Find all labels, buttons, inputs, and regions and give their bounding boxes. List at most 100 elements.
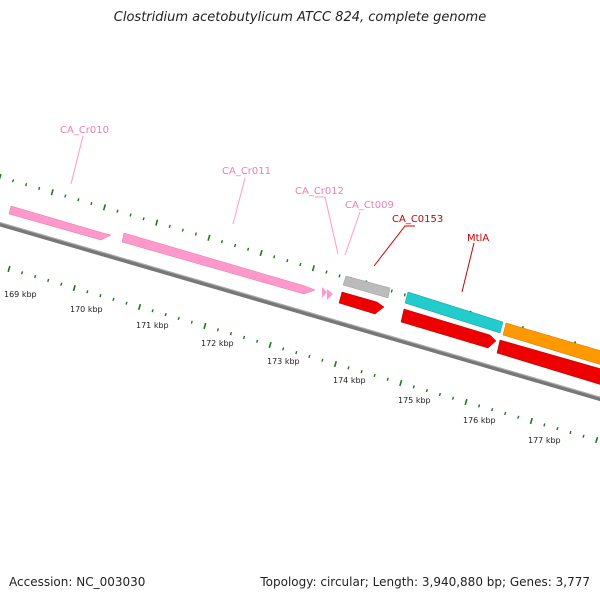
outer-tick-19 [247, 247, 250, 251]
label-ca-cr012[interactable]: CA_Cr012 [295, 186, 344, 197]
outer-tick-31 [403, 293, 406, 297]
outer-tick-20 [259, 249, 263, 257]
map-title: Clostridium acetobutylicum ATCC 824, com… [113, 10, 487, 25]
scale-tick-35 [464, 398, 468, 406]
outer-tick-26 [338, 274, 341, 278]
outer-tick-5 [64, 194, 67, 198]
outer-tick-0 [0, 173, 2, 181]
scale-tick-39 [517, 415, 520, 419]
feature-red-arrow-1[interactable] [338, 291, 385, 315]
tick-label-170: 170 kbp [70, 305, 103, 314]
feature-red-block-3[interactable] [496, 339, 600, 386]
leader-mtla [461, 242, 475, 293]
scale-tick-1 [20, 271, 24, 275]
scale-tick-42 [556, 426, 559, 431]
scale-tick-34 [451, 396, 455, 400]
outer-tick-12 [155, 219, 159, 226]
scale-tick-43 [569, 430, 572, 435]
scale-tick-32 [425, 388, 428, 393]
label-ca-ct009[interactable]: CA_Ct009 [345, 200, 394, 211]
feature-mtla-block[interactable] [404, 291, 504, 334]
scale-tick-12 [164, 313, 167, 317]
scale-tick-33 [438, 392, 441, 397]
feature-ca-ct009-block[interactable] [342, 275, 391, 299]
scale-labels: 169 kbp 170 kbp 171 kbp 172 kbp 173 kbp … [4, 290, 561, 445]
outer-tick-18 [233, 243, 237, 248]
scale-tick-3 [47, 278, 50, 282]
feature-red-arrow-2[interactable] [400, 308, 497, 349]
scale-tick-44 [582, 434, 585, 438]
tick-label-177: 177 kbp [528, 436, 561, 445]
backbone-line [0, 222, 600, 402]
scale-tick-10 [137, 303, 142, 311]
leader-ca-cr012 [315, 196, 339, 255]
outer-tick-15 [194, 232, 197, 236]
scale-tick-27 [360, 370, 363, 374]
scale-tick-4 [60, 282, 63, 286]
tick-label-174: 174 kbp [333, 376, 366, 385]
outer-tick-17 [220, 240, 224, 244]
scale-tick-6 [86, 290, 89, 294]
scale-tick-5 [72, 284, 76, 292]
tick-label-176: 176 kbp [463, 416, 496, 425]
outer-tick-24 [311, 265, 315, 272]
scale-tick-14 [190, 320, 193, 324]
outer-tick-25 [325, 270, 328, 274]
outer-tick-2 [25, 183, 28, 187]
label-ca-cr011[interactable]: CA_Cr011 [222, 166, 271, 177]
accession-text: Accession: NC_003030 [9, 575, 146, 589]
scale-tick-38 [504, 411, 507, 416]
scale-tick-15 [203, 322, 207, 330]
feature-ca-cr011-arrow[interactable] [121, 232, 316, 295]
outer-tick-30 [390, 289, 393, 293]
outer-tick-14 [181, 228, 184, 232]
tick-label-173: 173 kbp [267, 357, 300, 366]
tick-label-172: 172 kbp [201, 339, 234, 348]
leader-ca-ct009 [344, 211, 361, 256]
tick-label-169: 169 kbp [4, 290, 37, 299]
scale-tick-41 [543, 423, 546, 427]
scale-tick-2 [34, 275, 37, 279]
scale-tick-36 [478, 404, 481, 408]
outer-tick-10 [129, 213, 132, 217]
scale-tick-20 [268, 341, 272, 349]
scale-tick-19 [256, 339, 259, 343]
scale-tick-11 [151, 309, 154, 313]
scale-tick-13 [177, 316, 180, 321]
scale-tick-17 [229, 332, 233, 336]
outer-tick-7 [90, 202, 93, 206]
label-ca-cr010[interactable]: CA_Cr010 [60, 125, 109, 136]
outer-tick-21 [273, 255, 276, 259]
feature-ca-cr010-arrow[interactable] [8, 205, 112, 241]
feature-orange-block[interactable] [502, 322, 600, 366]
scale-tick-8 [112, 297, 115, 302]
scale-tick-18 [242, 335, 246, 340]
leader-ca-cr011 [232, 177, 246, 225]
scale-tick-7 [99, 294, 102, 298]
backbone-line-highlight [0, 221, 600, 398]
scale-tick-31 [412, 385, 415, 389]
scale-tick-26 [347, 366, 350, 370]
scale-tick-25 [333, 360, 338, 368]
scale-tick-9 [125, 301, 128, 305]
scale-tick-24 [321, 358, 324, 362]
tick-label-175: 175 kbp [398, 396, 431, 405]
scale-tick-29 [386, 377, 389, 381]
outer-tick-13 [168, 224, 171, 229]
tick-label-171: 171 kbp [136, 321, 169, 330]
label-ca-c0153[interactable]: CA_C0153 [392, 214, 443, 225]
outer-tick-3 [38, 186, 41, 190]
feature-ca-cr012-arrow-a[interactable] [322, 287, 327, 298]
label-mtla[interactable]: MtlA [467, 233, 489, 244]
outer-tick-4 [50, 189, 54, 196]
feature-ca-cr012-arrow-b[interactable] [327, 289, 333, 300]
scale-tick-21 [282, 347, 285, 351]
outer-tick-9 [116, 209, 119, 213]
outer-tick-23 [299, 262, 302, 267]
scale-tick-22 [295, 351, 298, 355]
scale-tick-ring [7, 265, 599, 444]
outer-tick-22 [286, 259, 289, 263]
outer-tick-8 [102, 204, 107, 211]
